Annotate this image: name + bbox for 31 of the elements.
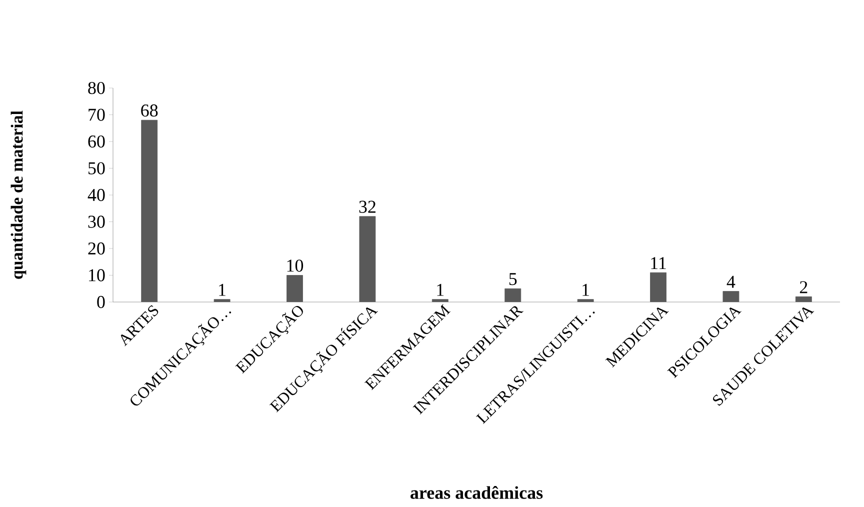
y-tick-label: 30 <box>88 216 105 228</box>
y-tick-label: 0 <box>97 296 105 308</box>
y-tick-label: 20 <box>88 242 105 255</box>
x-axis-title: areas acadêmicas <box>410 486 543 499</box>
y-tick-label: 40 <box>88 188 105 202</box>
y-tick-label: 70 <box>88 108 105 121</box>
bar <box>795 296 812 302</box>
bar <box>286 275 303 302</box>
data-label: 1 <box>437 284 444 296</box>
y-tick-label: 10 <box>89 269 105 282</box>
data-label: 10 <box>287 260 304 272</box>
bar <box>650 272 666 302</box>
data-label: 2 <box>800 281 808 294</box>
y-axis-title: quantidade de material <box>10 110 26 279</box>
bar <box>359 216 376 302</box>
data-label: 11 <box>651 257 666 270</box>
y-tick-label: 50 <box>88 162 105 174</box>
data-label: 32 <box>359 200 376 213</box>
bar <box>214 299 230 302</box>
data-label: 68 <box>141 104 158 117</box>
data-label: 1 <box>219 284 226 296</box>
y-tick-label: 60 <box>88 135 105 148</box>
bar <box>504 288 522 302</box>
bar <box>577 299 594 302</box>
data-label: 5 <box>509 273 517 286</box>
bar <box>722 291 740 302</box>
bar <box>141 120 158 302</box>
bar <box>432 299 448 302</box>
data-label: 4 <box>726 276 736 288</box>
data-label: 1 <box>582 284 589 296</box>
y-tick-label: 80 <box>88 82 105 94</box>
